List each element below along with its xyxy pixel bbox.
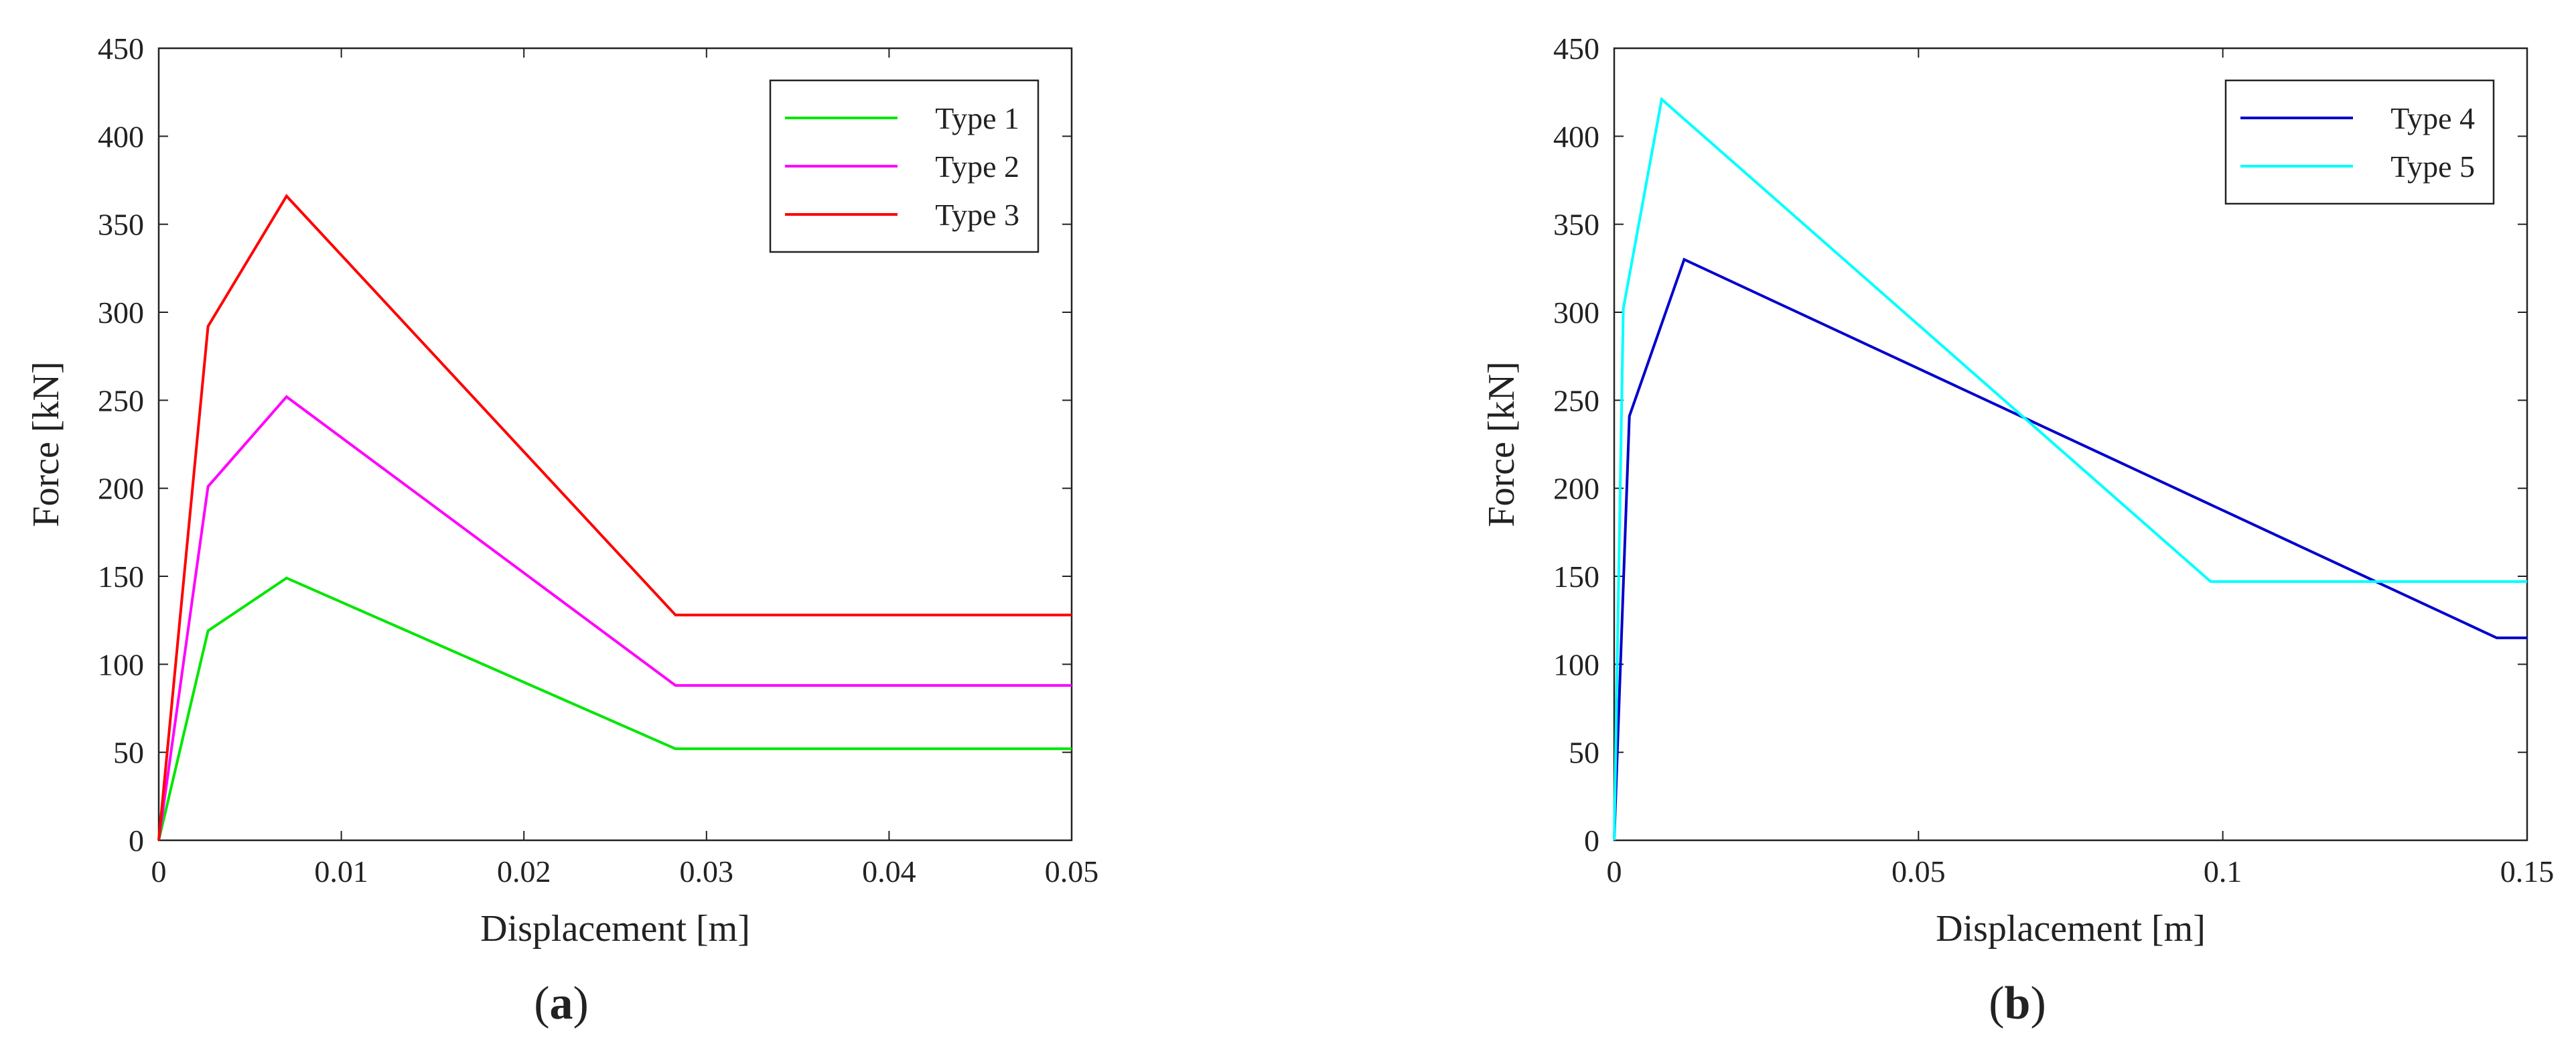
y-tick-label-b-0: 0 [1584,824,1599,858]
legend-label-type-5: Type 5 [2390,149,2475,184]
y-tick-label-b-5: 250 [1553,383,1599,417]
x-tick-label-b-0: 0 [1607,854,1622,889]
y-tick-label-a-7: 350 [98,208,144,242]
x-tick-label-a-2: 0.02 [497,854,551,889]
x-tick-label-a-1: 0.01 [314,854,368,889]
series-line-type-3 [157,194,1072,841]
chart-panel-b: 0 0.05 0.1 0.15 0 50 100 150 200 250 300 350 400 450 D… [1481,31,2554,950]
y-tick-label-b-9: 450 [1553,31,1599,66]
legend-label-type-3: Type 3 [935,198,1019,232]
x-tick-label-b-3: 0.15 [2500,854,2555,889]
x-tick-label-b-1: 0.05 [1891,854,1946,889]
y-axis-label-a: Force [kN] [25,361,67,527]
legend-label-type-4: Type 4 [2390,101,2475,135]
y-tick-label-b-1: 50 [1569,736,1599,770]
chart-panel-a: 0 0.01 0.02 0.03 0.04 0.05 0 50 100 150 200 250 300 3… [25,31,1098,950]
y-axis-label-b: Force [kN] [1481,361,1522,527]
series-line-type-5 [1613,96,2527,841]
plot-frame-b [1613,47,2528,842]
legend-box-b [2224,79,2495,205]
y-tick-label-a-0: 0 [129,824,144,858]
x-tick-label-a-3: 0.03 [680,854,734,889]
legend-b: Type 4 Type 5 [2224,79,2495,205]
y-tick-label-b-7: 350 [1553,208,1599,242]
y-tick-label-a-8: 400 [98,119,144,153]
panel-label-a: (a) [534,978,589,1029]
series-line-type-4 [1613,257,2527,841]
y-tick-label-a-5: 250 [98,383,144,417]
y-tick-label-a-2: 100 [98,647,144,681]
y-tick-label-a-4: 200 [98,472,144,506]
legend-a: Type 1 Type 2 Type 3 [769,79,1040,253]
y-tick-label-b-3: 150 [1553,560,1599,594]
panel-label-b: (b) [1989,978,2046,1029]
legend-label-type-1: Type 1 [935,101,1019,135]
y-tick-label-b-2: 100 [1553,647,1599,681]
y-tick-label-b-6: 300 [1553,296,1599,330]
series-line-type-2 [157,395,1072,841]
x-tick-label-a-4: 0.04 [862,854,916,889]
x-axis-label-a: Displacement [m] [480,908,750,950]
x-axis-label-b: Displacement [m] [1936,908,2206,950]
legend-label-type-2: Type 2 [935,149,1019,184]
plot-frame-a [157,47,1073,842]
y-tick-label-a-3: 150 [98,560,144,594]
y-tick-label-b-8: 400 [1553,119,1599,153]
series-line-type-1 [157,576,1072,841]
y-tick-label-a-1: 50 [113,736,144,770]
x-tick-label-b-2: 0.1 [2204,854,2242,889]
y-tick-label-a-6: 300 [98,296,144,330]
x-tick-label-a-0: 0 [151,854,167,889]
y-tick-label-a-9: 450 [98,31,144,66]
x-tick-label-a-5: 0.05 [1045,854,1099,889]
y-tick-label-b-4: 200 [1553,472,1599,506]
